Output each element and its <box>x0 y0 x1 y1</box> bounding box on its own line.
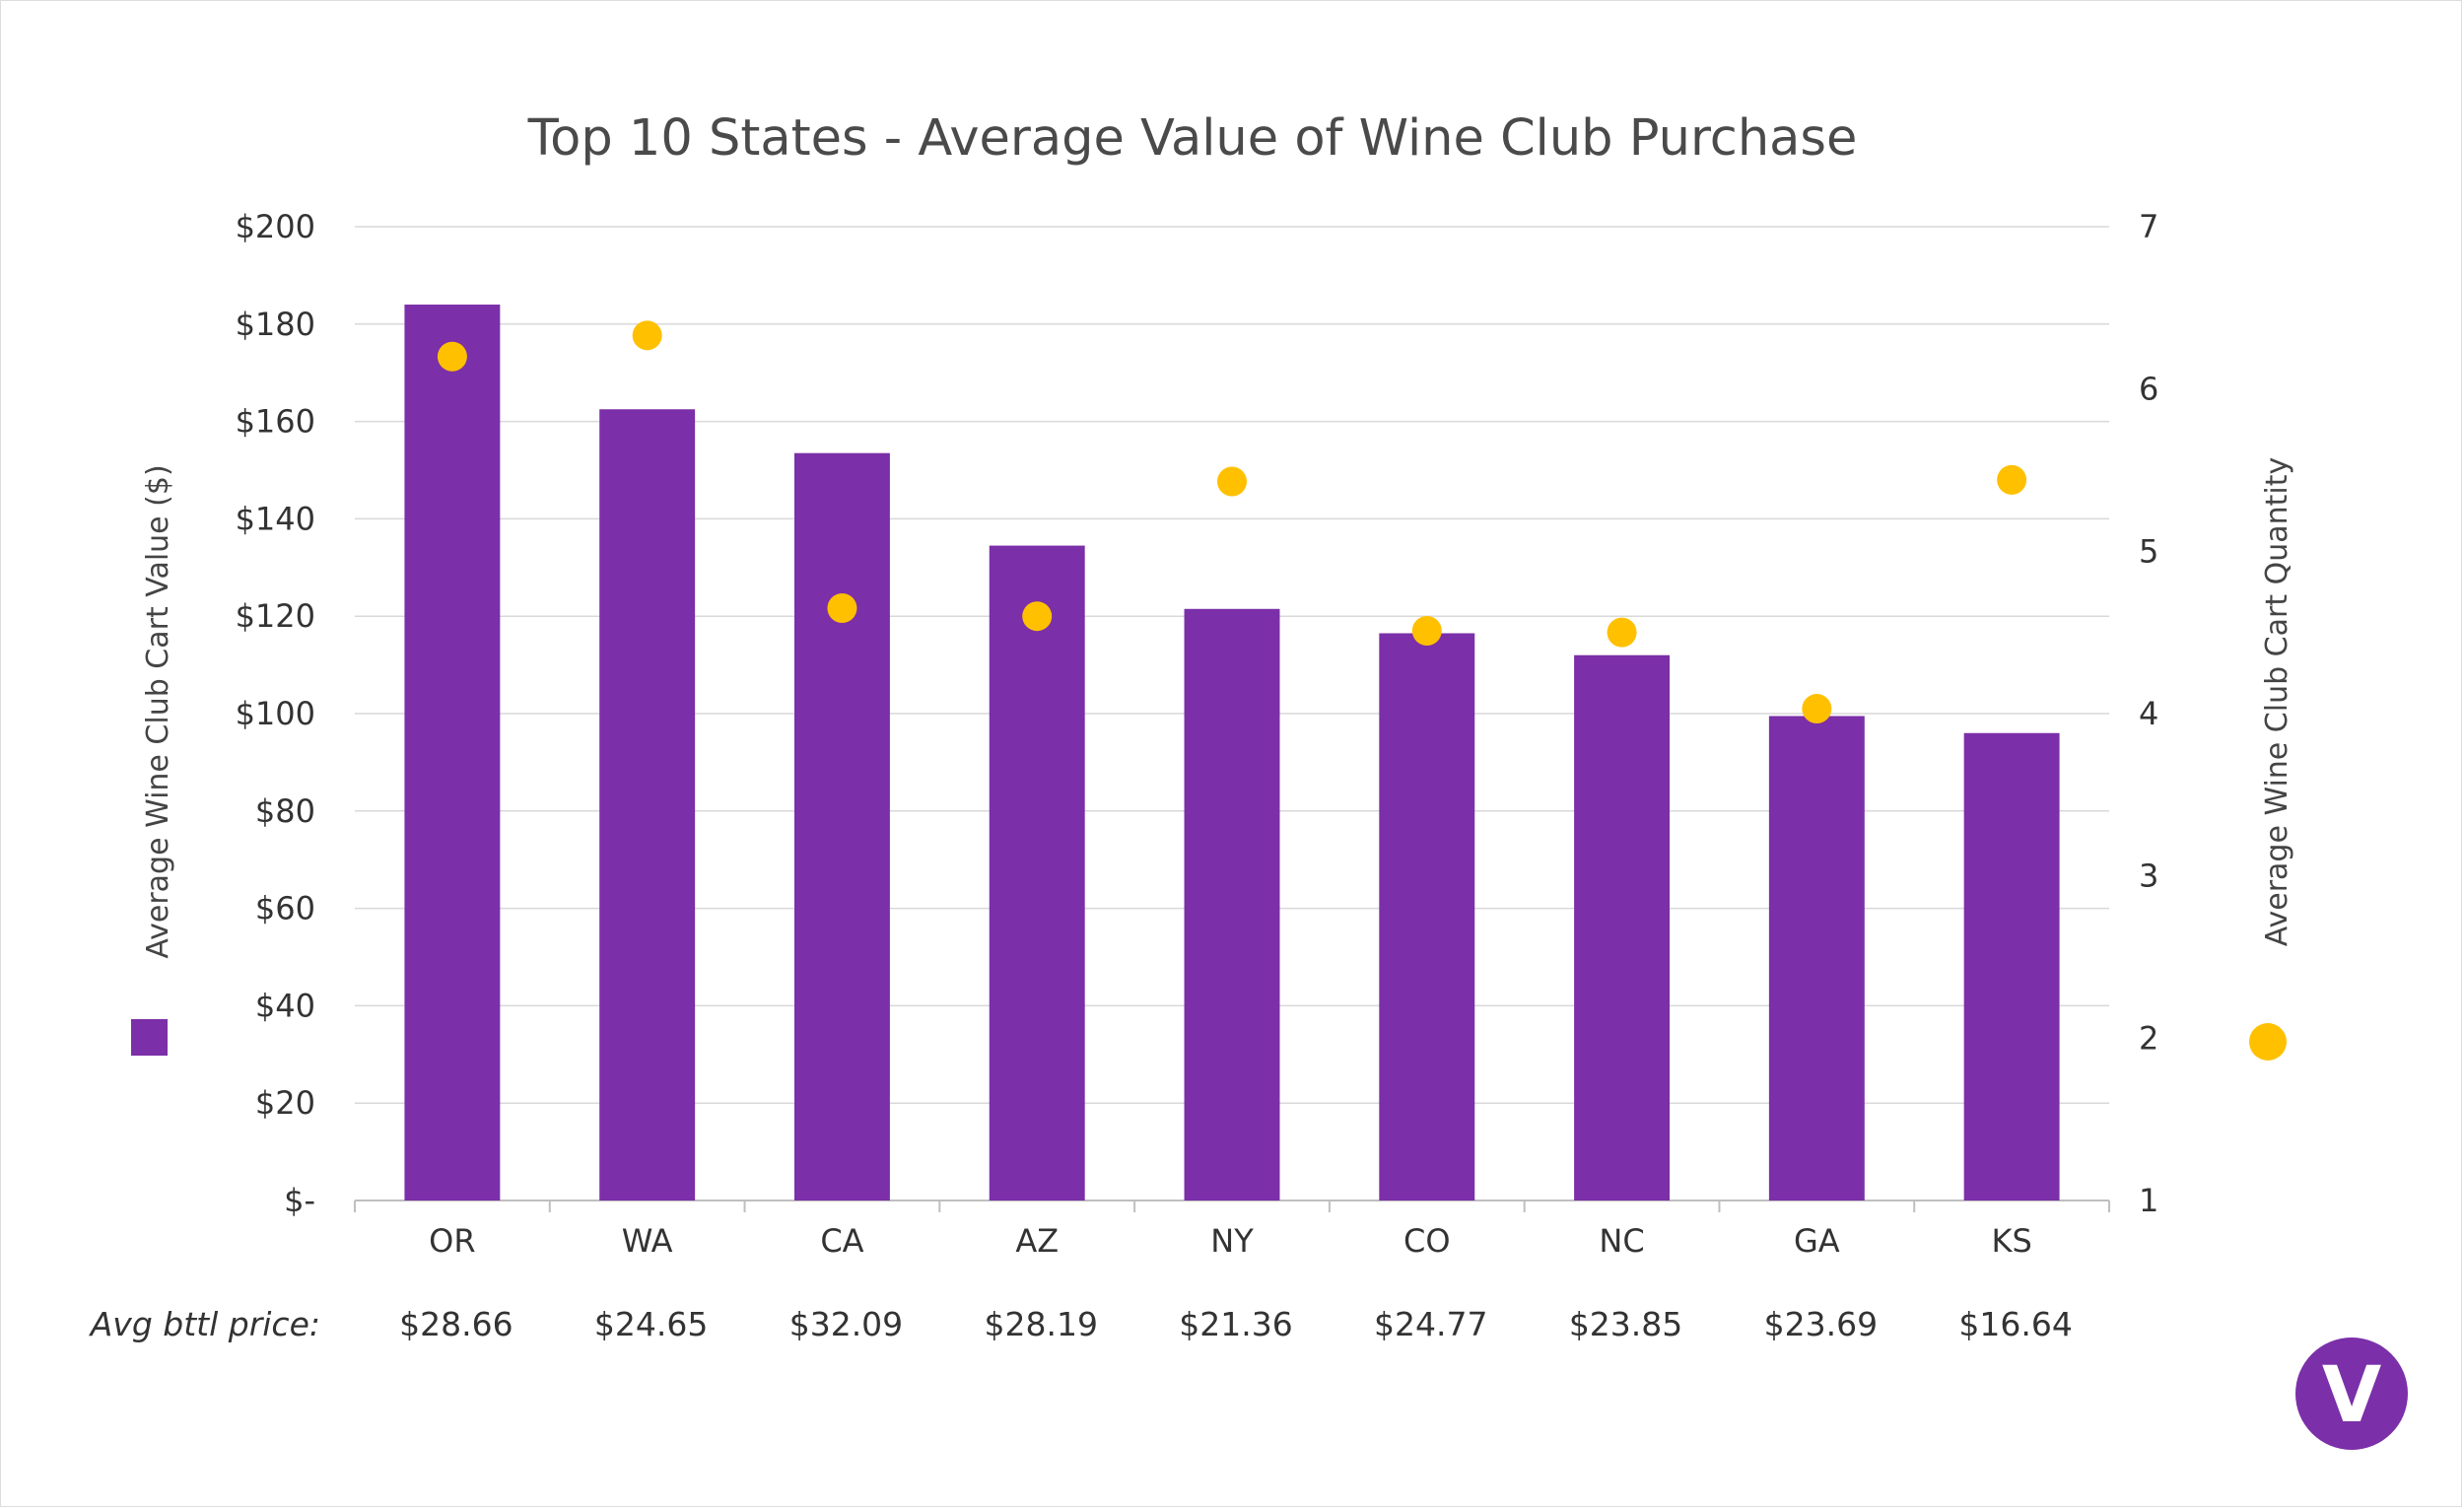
bar-ny <box>1184 608 1280 1200</box>
avg-bottle-price-label: Avg bttl price: <box>89 1305 320 1343</box>
point-ks <box>1997 464 2027 495</box>
x-tick-label: OR <box>429 1222 475 1260</box>
point-co <box>1411 616 1442 647</box>
avg-bottle-price: $24.65 <box>594 1305 708 1343</box>
left-tick-label: $100 <box>236 695 315 732</box>
x-axis-ticks: OR WA CA AZ NY CO NC GA KS <box>429 1222 2032 1260</box>
x-tick-label: NC <box>1599 1222 1644 1260</box>
bar-nc <box>1574 654 1671 1200</box>
left-tick-label: $120 <box>236 597 315 635</box>
avg-bottle-price: $21.36 <box>1179 1305 1292 1343</box>
point-nc <box>1607 617 1637 648</box>
logo-circle <box>2295 1338 2408 1450</box>
left-axis-title: Average Wine Club Cart Value ($) <box>141 464 175 958</box>
bar-or <box>404 305 501 1200</box>
right-tick-label: 1 <box>2139 1182 2158 1219</box>
x-tick-label: CO <box>1403 1222 1451 1260</box>
avg-bottle-price: $24.77 <box>1374 1305 1487 1343</box>
left-tick-label: $- <box>284 1182 315 1219</box>
right-tick-label: 5 <box>2139 532 2158 570</box>
bar-wa <box>599 409 696 1200</box>
bar-ca <box>793 452 890 1201</box>
right-tick-label: 2 <box>2139 1019 2158 1057</box>
avg-bottle-price: $23.69 <box>1764 1305 1878 1343</box>
left-tick-label: $20 <box>255 1084 315 1122</box>
bar-az <box>989 545 1085 1200</box>
left-tick-label: $80 <box>255 792 315 830</box>
left-tick-label: $180 <box>236 306 315 343</box>
avg-bottle-price: $23.85 <box>1569 1305 1682 1343</box>
bar-series <box>404 305 2060 1201</box>
avg-bottle-price: $32.09 <box>789 1305 903 1343</box>
point-az <box>1022 601 1053 632</box>
scatter-series <box>437 320 2027 724</box>
left-tick-label: $140 <box>236 500 315 537</box>
right-axis-title: Average Wine Club Cart Quantity <box>2260 457 2294 947</box>
left-tick-label: $40 <box>255 987 315 1024</box>
left-axis-ticks: $- $20 $40 $60 $80 $100 $120 $140 $160 $180 $200 <box>236 208 315 1219</box>
brand-logo: V <box>2295 1338 2408 1450</box>
right-tick-label: 3 <box>2139 857 2158 895</box>
right-tick-label: 4 <box>2139 695 2158 732</box>
left-tick-label: $200 <box>236 208 315 245</box>
right-tick-label: 6 <box>2139 371 2158 408</box>
bar-ks <box>1963 732 2060 1200</box>
point-or <box>437 341 467 372</box>
point-ca <box>827 592 857 623</box>
x-tick-label: AZ <box>1015 1222 1059 1260</box>
avg-bottle-price: $28.19 <box>984 1305 1097 1343</box>
point-ga <box>1802 694 1832 724</box>
left-tick-label: $60 <box>255 890 315 927</box>
avg-bottle-price: $16.64 <box>1958 1305 2072 1343</box>
point-wa <box>632 320 662 351</box>
left-legend-marker <box>131 1019 168 1056</box>
point-ny <box>1217 466 1247 497</box>
x-tick-label: NY <box>1210 1222 1254 1260</box>
right-tick-label: 7 <box>2139 208 2158 245</box>
avg-bottle-price: $28.66 <box>399 1305 513 1343</box>
x-tick-label: KS <box>1991 1222 2031 1260</box>
x-tick-label: GA <box>1794 1222 1840 1260</box>
bar-ga <box>1768 716 1865 1200</box>
right-axis-ticks: 1 2 3 4 5 6 7 <box>2139 208 2158 1219</box>
avg-bottle-prices: $28.66 $24.65 $32.09 $28.19 $21.36 $24.77 $23.… <box>399 1305 2073 1343</box>
bar-co <box>1379 633 1475 1200</box>
x-tick-label: CA <box>820 1222 863 1260</box>
x-tick-label: WA <box>622 1222 673 1260</box>
chart-title: Top 10 States - Average Value of Wine Cl… <box>527 109 1858 168</box>
left-tick-label: $160 <box>236 403 315 441</box>
logo-letter: V <box>2322 1351 2381 1440</box>
right-legend-marker <box>2249 1023 2287 1061</box>
